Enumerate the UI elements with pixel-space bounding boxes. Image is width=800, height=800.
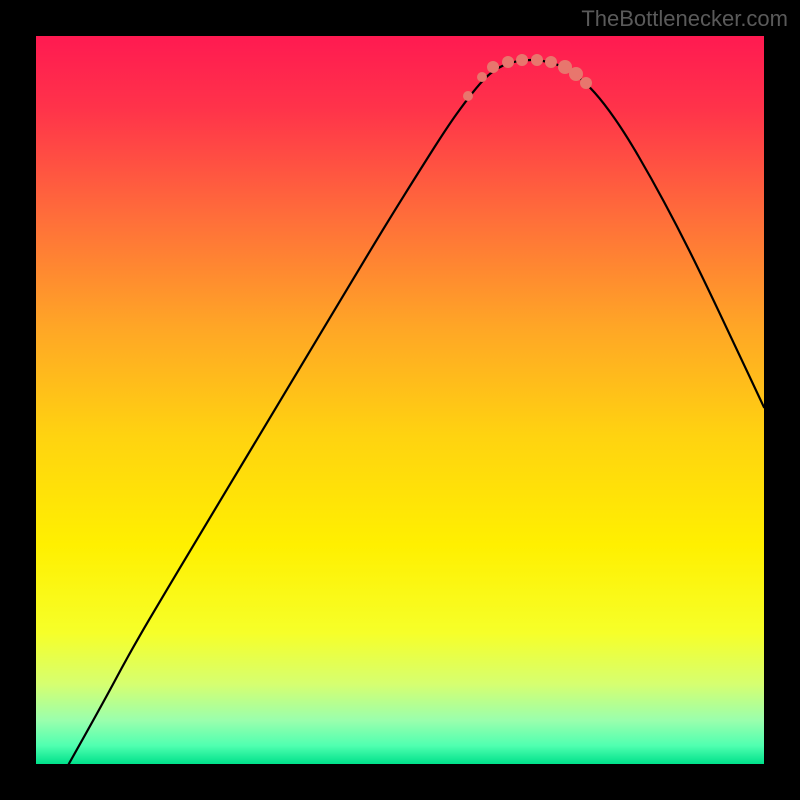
plot-area bbox=[36, 36, 764, 764]
marker-layer bbox=[36, 36, 764, 764]
data-marker bbox=[580, 77, 592, 89]
data-marker bbox=[516, 54, 528, 66]
data-marker bbox=[545, 56, 557, 68]
data-marker bbox=[463, 91, 473, 101]
data-marker bbox=[477, 72, 487, 82]
watermark-text: TheBottlenecker.com bbox=[581, 6, 788, 32]
data-marker bbox=[531, 54, 543, 66]
data-marker bbox=[487, 61, 499, 73]
data-marker bbox=[502, 56, 514, 68]
